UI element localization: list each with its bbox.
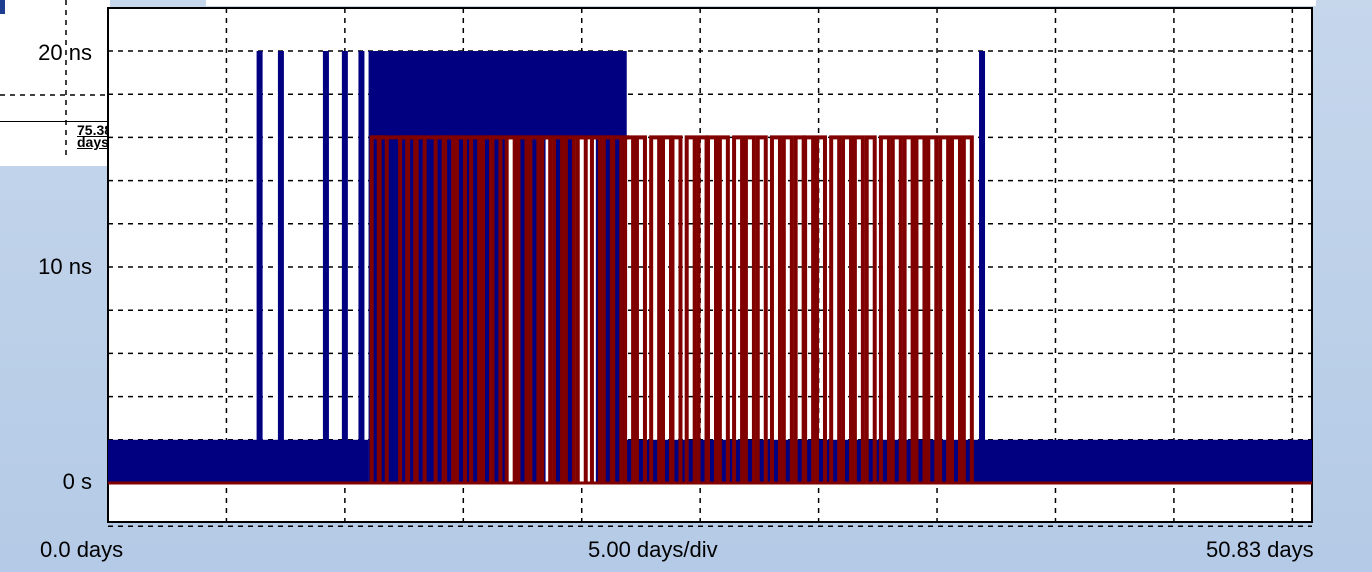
series-blue-spike — [979, 51, 986, 483]
x-end-label: 50.83 days — [1206, 537, 1314, 562]
readout-divider — [0, 121, 110, 122]
series-red-pulse — [634, 135, 647, 483]
x-division-label: 5.00 days/div — [588, 537, 718, 562]
series-red-pulse — [926, 135, 939, 483]
series-red-pulse — [649, 135, 662, 483]
series-red-pulse — [890, 135, 903, 483]
series-blue-gap — [505, 137, 516, 483]
series-red-pulse — [670, 135, 683, 483]
series-blue-spike — [277, 51, 284, 483]
y-tick-label: 20 ns — [38, 40, 92, 65]
side-readout: 75.38 days — [77, 122, 113, 150]
series-blue-spike — [256, 51, 263, 483]
series-red-pulse — [852, 135, 865, 483]
y-tick-label: 10 ns — [38, 254, 92, 279]
series-red-pulse — [781, 135, 794, 483]
side-readout-unit: days — [77, 134, 109, 150]
left-readout-panel — [0, 0, 110, 166]
series-red-pulse — [743, 135, 756, 483]
series-red-pulse — [961, 135, 974, 483]
side-readout-value: 75.38 — [77, 122, 113, 138]
series-blue-spike — [386, 51, 393, 483]
x-start-label: 0.0 days — [40, 537, 124, 562]
series-red-pulse — [732, 135, 745, 483]
series-red-pulse — [914, 135, 927, 483]
series-red-pulse — [949, 135, 962, 483]
series-red-pulse — [841, 135, 854, 483]
top-strip — [206, 0, 1316, 6]
series-red-pulse — [814, 135, 827, 483]
series-red-pulse — [878, 135, 891, 483]
series-red-pulse — [938, 135, 951, 483]
series-red-pulse — [717, 135, 730, 483]
series-blue-baseline-band — [108, 439, 369, 483]
series-red-pulse — [829, 135, 842, 483]
series-red-pulse — [864, 135, 877, 483]
series-red-pulse — [706, 135, 719, 483]
y-tick-label: 0 s — [62, 469, 92, 494]
series-red-pulse — [755, 135, 768, 483]
readout-marker — [0, 0, 5, 14]
series-blue-spike — [322, 51, 329, 483]
series-red-pulse — [684, 135, 697, 483]
series-red-pulse — [902, 135, 915, 483]
series-red-pulse — [769, 135, 782, 483]
series-blue-spike — [341, 51, 348, 483]
series-blue-spike — [358, 51, 365, 483]
series-red-pulse — [803, 135, 816, 483]
series-red-pulse — [623, 135, 636, 483]
